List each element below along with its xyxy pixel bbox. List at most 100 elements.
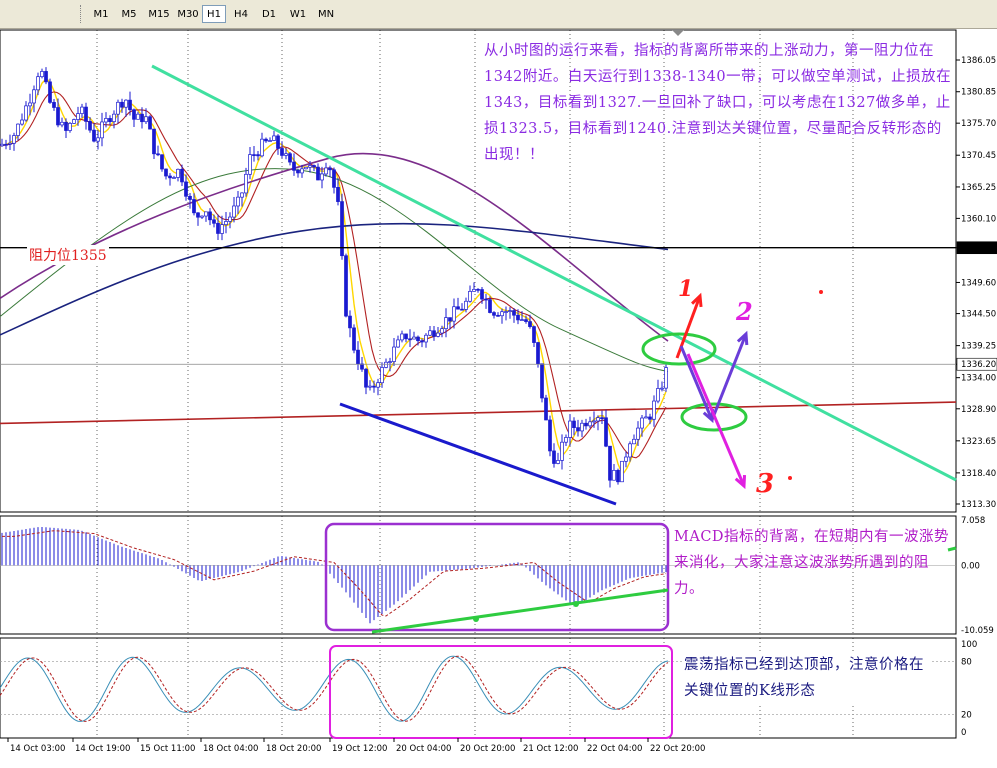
- candle-body: [464, 300, 468, 310]
- candle-body: [16, 123, 20, 136]
- stoch-tick-label: 0: [961, 728, 966, 738]
- candle-body: [480, 289, 484, 300]
- descending-trendline: [151, 64, 957, 482]
- candle-body: [404, 333, 408, 340]
- candle-body: [396, 339, 400, 348]
- candle-body: [568, 420, 572, 438]
- macd-divergence-point: [473, 616, 479, 622]
- timeframe-h1-button[interactable]: H1: [202, 5, 226, 23]
- candle-body: [20, 119, 24, 125]
- candle-body: [72, 119, 76, 124]
- candle-body: [40, 71, 44, 78]
- candle-body: [44, 71, 48, 83]
- stochastic-oscillator: [0, 655, 669, 722]
- candle-body: [220, 224, 224, 234]
- stoch-tick-label: 80: [961, 658, 972, 668]
- candle-body: [360, 363, 364, 370]
- price-tick-label: 1349.60: [961, 278, 996, 288]
- candle-body: [80, 106, 84, 114]
- candle-body: [532, 326, 536, 343]
- price-tick-label: 1344.50: [961, 310, 996, 320]
- candle-body: [104, 118, 108, 123]
- candle-body: [552, 450, 556, 464]
- candle-body: [440, 328, 444, 334]
- price-tick-label: 1323.65: [961, 437, 996, 447]
- candle-body: [196, 212, 200, 218]
- candle-body: [340, 201, 344, 257]
- candle-body: [228, 216, 232, 222]
- timeframe-m1-button[interactable]: M1: [93, 9, 109, 20]
- candle-body: [308, 165, 312, 168]
- toolbar-grip[interactable]: [80, 5, 84, 23]
- price-tick-label: 1334.00: [961, 374, 996, 384]
- stoch-analysis-note: 震荡指标已经到达顶部，注意价格在关键位置的K线形态: [684, 652, 932, 704]
- candle-body: [148, 116, 152, 130]
- shift-marker: [672, 30, 684, 36]
- candle-body: [156, 153, 160, 156]
- candle-body: [444, 317, 448, 330]
- candle-body: [356, 349, 360, 365]
- scenario-1-arrow-head: [691, 292, 703, 308]
- timeframe-m5-button[interactable]: M5: [121, 9, 137, 20]
- candle-body: [184, 181, 188, 197]
- candle-body: [364, 368, 368, 388]
- candle-body: [644, 416, 648, 419]
- scenario-2-up-arrow: [710, 333, 748, 421]
- candle-body: [108, 118, 112, 122]
- candle-body: [560, 441, 564, 461]
- candle-body: [612, 470, 616, 481]
- candle-body: [0, 143, 4, 147]
- candle-body: [176, 168, 180, 178]
- candle-body: [88, 121, 92, 131]
- time-tick-label: 14 Oct 03:00: [10, 744, 65, 754]
- candle-body: [144, 116, 148, 123]
- candle-body: [92, 129, 96, 142]
- bid-price-box: [956, 357, 997, 371]
- price-tick-label: 1318.40: [961, 469, 996, 479]
- timeframe-w1-button[interactable]: W1: [289, 9, 307, 20]
- candle-body: [472, 288, 476, 292]
- macd-tick-label: 0.00: [961, 561, 980, 571]
- timeframe-d1-button[interactable]: D1: [261, 9, 277, 20]
- scenario-3-label: 3: [756, 469, 774, 499]
- price-levels: [0, 247, 956, 365]
- candle-body: [36, 76, 40, 91]
- candle-body: [68, 123, 72, 131]
- macd-panel-frame: [0, 515, 957, 635]
- candle-body: [432, 330, 436, 337]
- analysis-drawings: 1 2 3: [151, 30, 957, 739]
- support-zone-ellipse: [680, 402, 748, 432]
- candle-body: [352, 327, 356, 351]
- candle-body: [380, 367, 384, 384]
- candle-body: [172, 177, 176, 179]
- candle-body: [260, 138, 264, 157]
- price-tick-label: 1380.85: [961, 88, 996, 98]
- candle-body: [476, 288, 480, 291]
- timeframe-mn-button[interactable]: MN: [317, 9, 335, 20]
- candle-body: [484, 298, 488, 301]
- timeframe-m15-button[interactable]: M15: [148, 9, 170, 20]
- candle-body: [256, 154, 260, 157]
- ma-green-line: [0, 168, 669, 373]
- stoch-tick-label: 20: [961, 710, 972, 720]
- candle-body: [276, 135, 280, 149]
- candle-body: [336, 187, 340, 202]
- timeframe-m30-button[interactable]: M30: [177, 9, 199, 20]
- scenario-2-label: 2: [735, 297, 753, 326]
- candle-body: [224, 221, 228, 225]
- ma-slow-line: [0, 91, 667, 459]
- time-tick-label: 14 Oct 19:00: [75, 744, 130, 754]
- price-tick-label: 1365.25: [961, 183, 996, 193]
- timeframe-h4-button[interactable]: H4: [234, 9, 248, 20]
- candle-body: [492, 312, 496, 316]
- scenario-2-down-arrow: [679, 345, 714, 421]
- time-tick-label: 18 Oct 20:00: [266, 744, 321, 754]
- macd-tick-label: 7.058: [961, 516, 985, 526]
- candle-body: [116, 101, 120, 115]
- candle-body: [608, 445, 612, 481]
- scenario-3-arrow: [686, 353, 746, 487]
- candle-body: [152, 128, 156, 155]
- candle-body: [376, 382, 380, 388]
- candle-body: [244, 173, 248, 194]
- candle-body: [124, 99, 128, 108]
